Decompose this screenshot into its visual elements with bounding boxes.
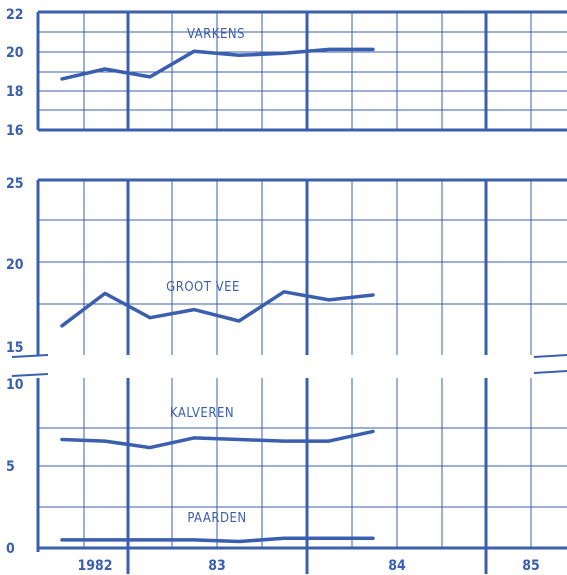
series-line: [60, 429, 375, 450]
series-label: GROOT VEE: [166, 280, 240, 295]
y-tick-label: 15: [6, 340, 24, 356]
x-tick-label: 85: [522, 558, 540, 574]
x-tick-label: 84: [388, 558, 406, 574]
y-tick-label: 22: [6, 7, 24, 23]
y-tick-label: 25: [6, 176, 24, 192]
axis-break-mark: [533, 354, 567, 358]
series-label: PAARDEN: [187, 511, 246, 526]
series-label: VARKENS: [187, 27, 245, 42]
y-tick-label: 20: [6, 45, 24, 61]
series-line: [60, 47, 375, 81]
series-line: [60, 536, 375, 544]
x-tick-label: 1982: [77, 558, 112, 574]
y-tick-label: 0: [6, 541, 15, 557]
x-tick-label: 83: [208, 558, 226, 574]
y-tick-label: 5: [6, 459, 15, 475]
y-tick-label: 20: [6, 257, 24, 273]
axis-break-mark: [533, 370, 567, 374]
y-tick-label: 10: [6, 377, 24, 393]
series-label: KALVEREN: [170, 406, 234, 421]
series-line: [60, 290, 375, 328]
y-tick-label: 18: [6, 84, 24, 100]
y-tick-label: 16: [6, 123, 24, 139]
axis-break-mark: [11, 373, 49, 377]
axis-break-mark: [11, 354, 49, 358]
